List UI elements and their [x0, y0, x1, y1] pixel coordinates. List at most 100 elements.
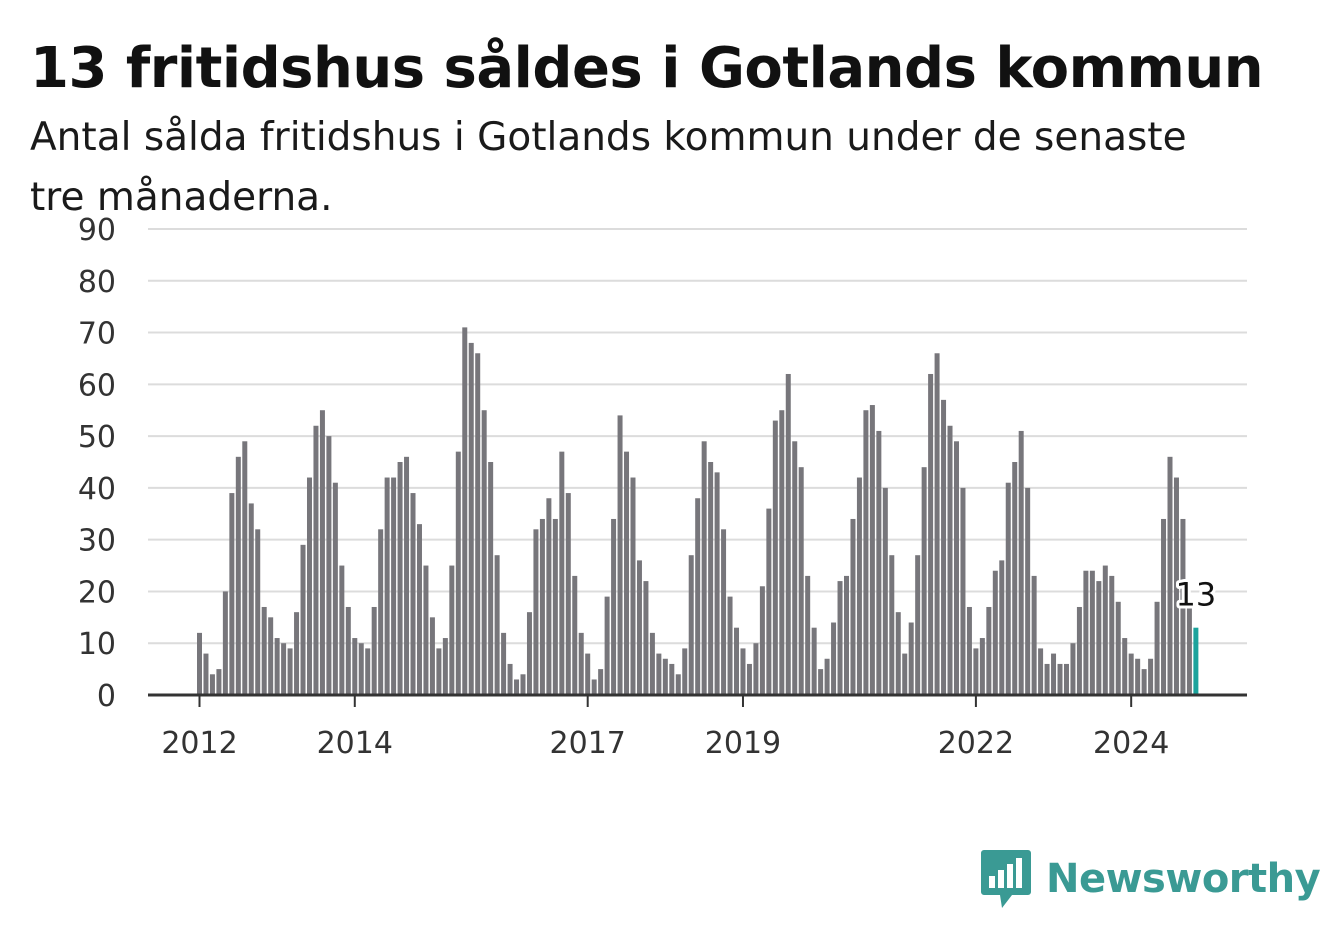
y-axis-tick-labels: 0 10 20 30 40 50 60 70 80 90: [78, 213, 116, 714]
bar: [643, 581, 649, 695]
bar: [753, 643, 759, 695]
bar: [895, 612, 901, 695]
bar: [1051, 653, 1057, 695]
bar: [999, 560, 1005, 695]
bar: [248, 503, 254, 695]
y-tick-label: 0: [97, 679, 116, 714]
bar: [539, 518, 545, 695]
x-tick-label: 2017: [550, 726, 626, 761]
bar: [792, 441, 798, 695]
bar: [197, 632, 202, 695]
bar: [1057, 663, 1063, 695]
bar: [300, 544, 306, 695]
bar: [902, 653, 908, 695]
bar: [261, 606, 267, 695]
bar: [546, 498, 552, 695]
x-tick-label: 2014: [317, 726, 393, 761]
bar: [514, 679, 520, 695]
bar-chart-bubble-icon: [981, 850, 1031, 908]
bar: [442, 638, 448, 695]
bar: [708, 462, 714, 695]
bar: [818, 669, 824, 695]
bar: [591, 679, 597, 695]
bar: [928, 373, 934, 695]
bar: [675, 674, 681, 695]
bar: [779, 410, 785, 695]
bar: [1173, 477, 1179, 695]
bar: [1070, 643, 1076, 695]
bar: [1186, 601, 1192, 695]
x-axis-tick-labels: 2012 2014 2017 2019 2022 2024: [161, 726, 1169, 761]
bar: [1038, 648, 1044, 695]
bar: [294, 612, 300, 695]
bar: [404, 456, 410, 695]
bar: [572, 575, 578, 695]
bar: [1135, 658, 1141, 695]
bar: [585, 653, 591, 695]
bar: [688, 555, 694, 695]
value-labels: 13: [1173, 573, 1220, 617]
bar: [449, 565, 455, 695]
bar-highlight: [1193, 627, 1199, 695]
bar: [326, 436, 332, 695]
bar: [734, 627, 740, 695]
bar: [526, 612, 532, 695]
bar: [824, 658, 830, 695]
y-tick-label: 50: [78, 420, 116, 455]
bar: [630, 477, 636, 695]
brand-logo: Newsworthy: [980, 848, 1321, 910]
y-tick-label: 30: [78, 524, 116, 559]
bar: [798, 467, 804, 695]
bar: [934, 353, 940, 695]
bar: [966, 606, 972, 695]
bar: [682, 648, 688, 695]
bar: [352, 638, 358, 695]
bar: [863, 410, 869, 695]
bar: [604, 596, 610, 695]
bar: [475, 353, 481, 695]
bar: [1018, 430, 1024, 695]
bar: [960, 487, 966, 695]
bar: [721, 529, 727, 695]
bar: [1044, 663, 1050, 695]
bar: [1141, 669, 1147, 695]
bar: [811, 627, 817, 695]
bar: [766, 508, 772, 695]
bar: [345, 606, 351, 695]
bar-chart: 0 10 20 30 40 50 60 70 80 90 2012 2014 2017 2019 2022…: [78, 213, 1247, 761]
bar: [844, 575, 849, 695]
bar: [1109, 575, 1115, 695]
bar: [1096, 581, 1102, 695]
bar: [378, 529, 384, 695]
y-tick-label: 40: [78, 472, 116, 507]
x-tick-label: 2019: [705, 726, 781, 761]
bar: [494, 555, 500, 695]
bar: [384, 477, 390, 695]
bar: [533, 529, 539, 695]
bar: [371, 606, 377, 695]
bar: [941, 399, 947, 695]
bar: [869, 405, 875, 695]
x-tick-label: 2012: [161, 726, 237, 761]
brand-name: Newsworthy: [1046, 856, 1321, 902]
bar: [1167, 456, 1173, 695]
bar: [598, 669, 604, 695]
bar: [1089, 570, 1095, 695]
bar: [1005, 482, 1011, 695]
bar: [559, 451, 565, 695]
bar: [1063, 663, 1069, 695]
y-tick-label: 10: [78, 627, 116, 662]
bar: [876, 430, 882, 695]
bar: [365, 648, 371, 695]
bar: [429, 617, 435, 695]
bar: [488, 462, 494, 695]
bar: [242, 441, 248, 695]
bar: [552, 518, 558, 695]
x-tick-label: 2022: [938, 726, 1014, 761]
bar: [617, 415, 623, 695]
x-tick-label: 2024: [1093, 726, 1169, 761]
bar: [889, 555, 895, 695]
bar: [1076, 606, 1082, 695]
bar: [468, 342, 474, 695]
bar: [669, 663, 675, 695]
